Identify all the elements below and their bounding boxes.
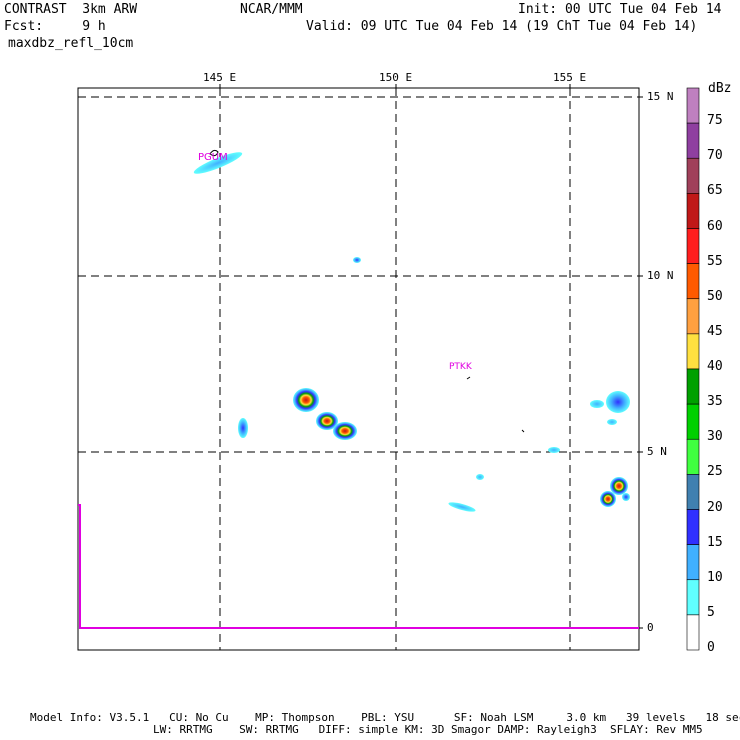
echo-cell-4 bbox=[610, 477, 628, 495]
echo-east-4 bbox=[548, 447, 560, 453]
colorbar-swatch bbox=[686, 438, 700, 475]
boundary-line bbox=[78, 504, 639, 629]
colorbar-swatch bbox=[686, 157, 700, 194]
colorbar-swatch bbox=[686, 474, 700, 510]
colorbar-swatch bbox=[686, 333, 700, 370]
colorbar-tick-label: 65 bbox=[707, 183, 723, 199]
model-info-line1: Model Info: V3.5.1 CU: No Cu MP: Thompso… bbox=[30, 711, 740, 724]
lat-label-15n: 15 N bbox=[647, 90, 674, 103]
echo-east-2 bbox=[590, 400, 604, 408]
echo-small-3 bbox=[622, 493, 630, 501]
colorbar-tick-label: 10 bbox=[707, 569, 723, 585]
colorbar-swatch bbox=[686, 544, 700, 581]
reflectivity-echoes bbox=[193, 152, 630, 512]
echo-cell-5 bbox=[600, 491, 616, 507]
colorbar-tick-label: 40 bbox=[707, 359, 723, 374]
forecast-hour: Fcst: 9 h bbox=[4, 19, 106, 34]
colorbar-swatch bbox=[686, 298, 700, 335]
colorbar-tick-label: 75 bbox=[707, 113, 723, 129]
colorbar-tick-label: 30 bbox=[707, 429, 723, 445]
init-time: Init: 00 UTC Tue 04 Feb 14 bbox=[518, 2, 722, 17]
colorbar-tick-label: 50 bbox=[707, 288, 723, 304]
colorbar-tick-label: 5 bbox=[707, 604, 715, 620]
colorbar-swatch bbox=[686, 579, 700, 616]
colorbar-tick-label: 25 bbox=[707, 464, 723, 480]
colorbar-swatch bbox=[686, 87, 700, 124]
echo-east-1 bbox=[606, 391, 630, 413]
colorbar-tick-label: 20 bbox=[707, 499, 723, 515]
echo-cell-2 bbox=[316, 412, 338, 430]
echo-small-1 bbox=[353, 257, 361, 263]
echo-guam bbox=[193, 152, 243, 174]
colorbar-swatch bbox=[686, 193, 700, 229]
colorbar-swatch bbox=[686, 614, 700, 651]
frame-ticks bbox=[219, 84, 643, 629]
lon-label-150e: 150 E bbox=[379, 71, 413, 84]
echo-small-4 bbox=[448, 502, 476, 512]
echo-cell-1 bbox=[293, 388, 319, 412]
colorbar-tick-label: 45 bbox=[707, 323, 723, 339]
colorbar-swatch bbox=[686, 403, 700, 440]
map-frame bbox=[77, 87, 640, 651]
echo-small-2 bbox=[238, 418, 248, 438]
lat-label-0: 0 bbox=[647, 621, 654, 634]
valid-time: Valid: 09 UTC Tue 04 Feb 14 (19 ChT Tue … bbox=[306, 19, 698, 34]
colorbar-tick-label: 35 bbox=[707, 394, 723, 410]
field-name: maxdbz_refl_10cm bbox=[8, 36, 134, 51]
colorbar-tick-label: 0 bbox=[707, 640, 715, 655]
echo-east-3 bbox=[607, 419, 617, 425]
institution-label: NCAR/MMM bbox=[240, 2, 303, 17]
station-label-pgum: PGUM bbox=[198, 152, 228, 163]
colorbar-tick-label: 60 bbox=[707, 218, 723, 234]
colorbar-swatch bbox=[686, 368, 700, 405]
lon-label-145e: 145 E bbox=[203, 71, 237, 84]
lat-label-5n: 5 N bbox=[647, 445, 667, 458]
lon-label-155e: 155 E bbox=[553, 71, 587, 84]
colorbar-tick-label: 15 bbox=[707, 534, 723, 550]
model-info-line2: LW: RRTMG SW: RRTMG DIFF: simple KM: 3D … bbox=[153, 723, 703, 736]
colorbar-tick-label: 55 bbox=[707, 253, 723, 269]
station-label-ptkk: PTKK bbox=[449, 362, 472, 372]
lat-label-10n: 10 N bbox=[647, 269, 674, 282]
colorbar-swatch bbox=[686, 228, 700, 264]
colorbar bbox=[686, 87, 700, 651]
colorbar-swatch bbox=[686, 122, 700, 159]
run-title: CONTRAST 3km ARW bbox=[4, 2, 138, 17]
graticule bbox=[78, 88, 639, 650]
echo-cell-3 bbox=[333, 422, 357, 440]
colorbar-tick-label: 70 bbox=[707, 148, 723, 164]
colorbar-unit: dBz bbox=[708, 81, 732, 96]
colorbar-swatch bbox=[686, 509, 700, 545]
echo-small-5 bbox=[476, 474, 484, 480]
colorbar-swatch bbox=[686, 263, 700, 300]
coastlines bbox=[209, 96, 525, 433]
